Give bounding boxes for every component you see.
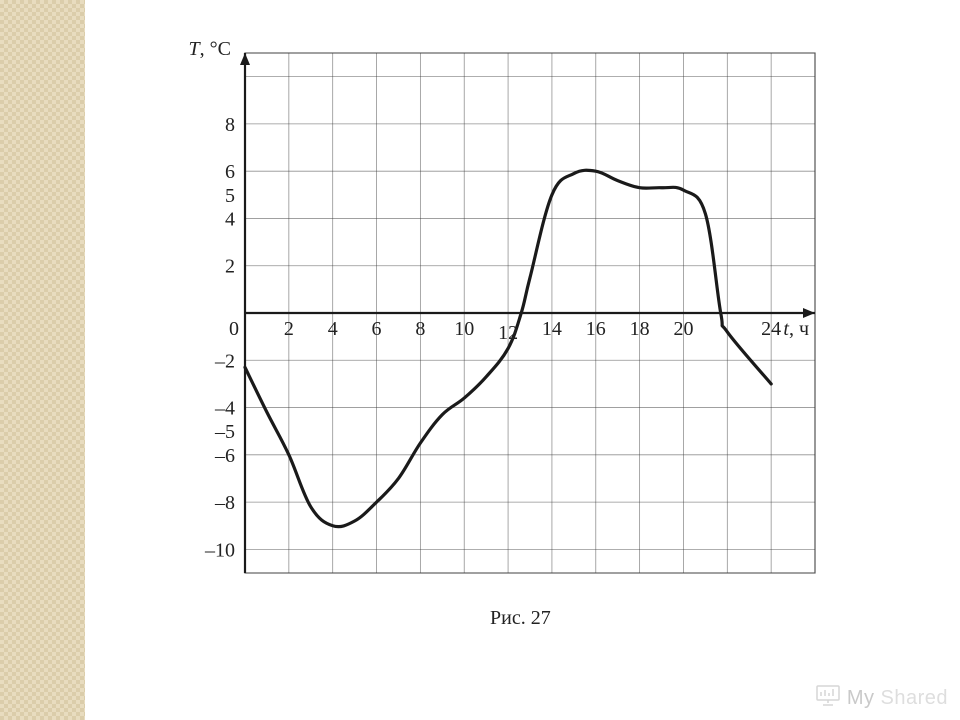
svg-text:6: 6 <box>225 161 235 183</box>
svg-text:–10: –10 <box>204 539 235 561</box>
svg-text:T, °C: T, °C <box>189 38 231 60</box>
svg-text:18: 18 <box>630 318 650 340</box>
svg-text:4: 4 <box>328 318 338 340</box>
watermark-text-b: Shared <box>881 687 949 710</box>
svg-text:–5: –5 <box>214 421 235 443</box>
svg-text:16: 16 <box>586 318 606 340</box>
svg-text:20: 20 <box>673 318 693 340</box>
watermark-text-a: My <box>847 687 875 710</box>
svg-text:2: 2 <box>225 256 235 278</box>
svg-text:–2: –2 <box>214 350 235 372</box>
chart-svg: 0246810121416182024–10–8–6–5–4–224568T, … <box>175 35 835 595</box>
svg-text:8: 8 <box>415 318 425 340</box>
svg-text:4: 4 <box>225 208 235 230</box>
chart-caption: Рис. 27 <box>490 607 551 630</box>
svg-text:2: 2 <box>284 318 294 340</box>
svg-text:0: 0 <box>229 318 239 340</box>
svg-text:–4: –4 <box>214 398 235 420</box>
presentation-icon <box>815 684 841 712</box>
svg-text:8: 8 <box>225 114 235 136</box>
svg-text:12: 12 <box>498 322 518 344</box>
svg-text:t, ч: t, ч <box>783 318 809 340</box>
svg-text:6: 6 <box>372 318 382 340</box>
svg-text:5: 5 <box>225 185 235 207</box>
svg-text:–6: –6 <box>214 445 235 467</box>
svg-text:10: 10 <box>454 318 474 340</box>
svg-text:14: 14 <box>542 318 562 340</box>
svg-text:24: 24 <box>761 318 781 340</box>
temperature-chart: 0246810121416182024–10–8–6–5–4–224568T, … <box>175 35 835 655</box>
sidebar-texture <box>0 0 85 720</box>
watermark: My Shared <box>815 684 948 712</box>
svg-text:–8: –8 <box>214 492 235 514</box>
